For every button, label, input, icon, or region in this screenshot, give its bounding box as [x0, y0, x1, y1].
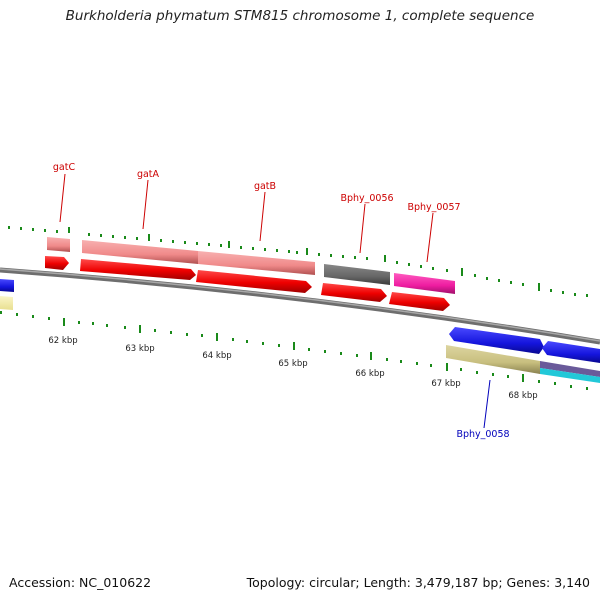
bottom-scale-ticks — [0, 311, 588, 390]
top-gene-row — [47, 237, 455, 294]
gene-gatB[interactable] — [198, 251, 315, 275]
scale-label: 68 kbp — [508, 391, 537, 401]
cds-gatC[interactable] — [45, 256, 69, 270]
gene-left-yellow[interactable] — [0, 296, 13, 310]
gene-gatC[interactable] — [47, 237, 70, 252]
label-leaders — [59, 173, 491, 429]
gene-label-gatB[interactable]: gatB — [254, 181, 276, 192]
map-title: Burkholderia phymatum STM815 chromosome … — [65, 8, 535, 24]
scale-label: 64 kbp — [202, 351, 231, 361]
gene-gatA[interactable] — [82, 240, 198, 264]
scale-labels: 62 kbp 63 kbp 64 kbp 65 kbp 66 kbp 67 kb… — [48, 336, 537, 401]
scale-label: 63 kbp — [125, 344, 154, 354]
gene-label-gatC[interactable]: gatC — [53, 162, 76, 173]
gene-label-Bphy_0056[interactable]: Bphy_0056 — [340, 193, 393, 204]
genome-summary: Topology: circular; Length: 3,479,187 bp… — [246, 575, 590, 590]
top-scale-ticks — [8, 226, 588, 297]
gene-left-blue[interactable] — [0, 279, 14, 292]
scale-label: 65 kbp — [278, 359, 307, 369]
gene-Bphy_0058[interactable] — [446, 345, 540, 374]
gene-purple-strip[interactable] — [540, 361, 600, 377]
cds-gatB[interactable] — [196, 270, 312, 293]
cds-blue-1[interactable] — [449, 327, 544, 354]
gene-label-gatA[interactable]: gatA — [137, 169, 160, 180]
cds-row — [45, 256, 450, 311]
scale-label: 66 kbp — [355, 369, 384, 379]
scale-label: 67 kbp — [431, 379, 460, 389]
accession-label: Accession: NC_010622 — [9, 575, 152, 590]
gene-label-Bphy_0057[interactable]: Bphy_0057 — [407, 202, 460, 213]
gene-Bphy_0056[interactable] — [324, 264, 390, 285]
cds-blue-2[interactable] — [542, 341, 600, 363]
scale-label: 62 kbp — [48, 336, 77, 346]
cds-Bphy_0057[interactable] — [389, 292, 450, 311]
cds-Bphy_0056[interactable] — [321, 283, 387, 302]
gene-label-Bphy_0058[interactable]: Bphy_0058 — [456, 429, 509, 440]
gene-cyan-strip[interactable] — [540, 368, 600, 383]
gene-Bphy_0057[interactable] — [394, 273, 455, 294]
cds-gatA[interactable] — [80, 259, 196, 280]
chromosome-backbone — [0, 267, 600, 345]
bottom-gene-row — [446, 327, 600, 383]
gene-labels: gatC gatA gatB Bphy_0056 Bphy_0057 Bphy_… — [53, 162, 510, 440]
